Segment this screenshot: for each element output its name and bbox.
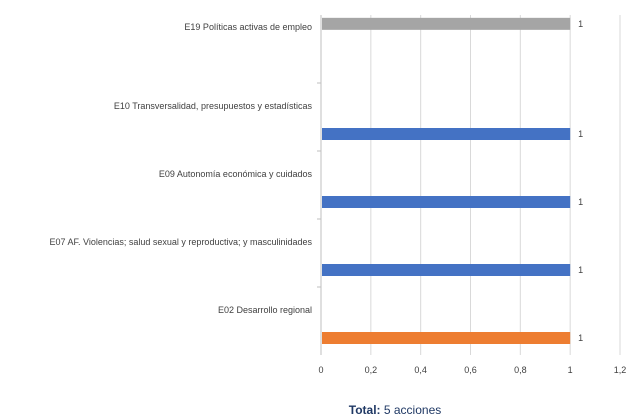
data-label: 1: [578, 197, 583, 207]
category-label: E19 Políticas activas de empleo: [184, 22, 312, 32]
data-label: 1: [578, 333, 583, 343]
bar: [322, 17, 571, 30]
x-tick-label: 0,6: [464, 365, 477, 375]
category-label: E09 Autonomía económica y cuidados: [159, 169, 313, 179]
category-label: E02 Desarrollo regional: [218, 305, 312, 315]
total-label: Total:: [348, 403, 381, 417]
total-caption: Total: 5 acciones: [0, 403, 628, 417]
x-tick-label: 0,4: [414, 365, 427, 375]
x-tick-label: 1: [568, 365, 573, 375]
bar: [322, 196, 571, 208]
bar: [322, 264, 571, 276]
x-tick-label: 0,8: [514, 365, 527, 375]
total-value: 5 acciones: [383, 403, 442, 417]
x-tick-label: 1,2: [614, 365, 627, 375]
data-label: 1: [578, 129, 583, 139]
category-label: E10 Transversalidad, presupuestos y esta…: [114, 101, 313, 111]
x-tick-label: 0: [318, 365, 323, 375]
data-label: 1: [578, 19, 583, 29]
x-tick-label: 0,2: [365, 365, 378, 375]
bar-chart: 0 0,2 0,4 0,6 0,8 1 1,2 1 E19 Políticas activas …: [50, 15, 627, 375]
bar: [322, 128, 571, 140]
category-label: E07 AF. Violencias; salud sexual y repro…: [50, 237, 313, 247]
data-label: 1: [578, 265, 583, 275]
bar: [322, 332, 571, 344]
